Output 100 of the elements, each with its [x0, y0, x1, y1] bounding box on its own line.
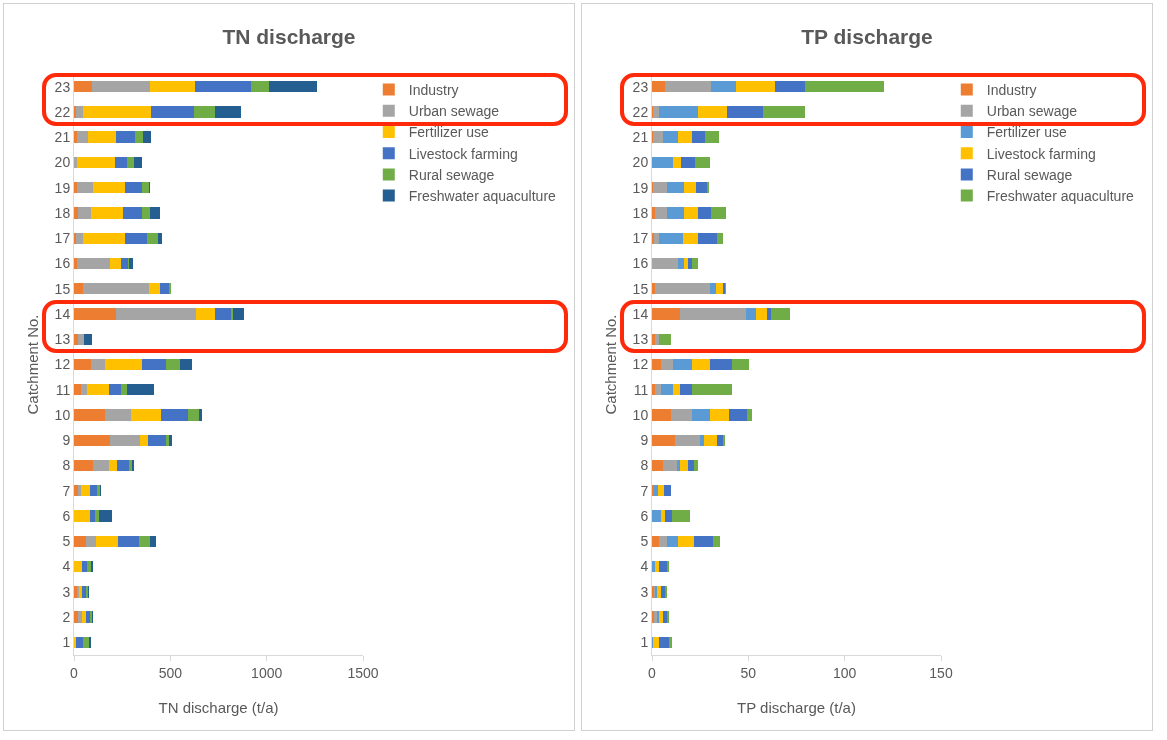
bar	[766, 308, 771, 320]
y-tick-label: 13	[632, 331, 649, 348]
y-tick-label: 14	[54, 305, 71, 322]
bar	[655, 384, 662, 396]
bar	[657, 586, 662, 598]
legend-label: Urban sewage	[986, 103, 1078, 120]
bar	[115, 156, 127, 169]
bar	[663, 459, 677, 472]
y-tick-label: 2	[640, 609, 649, 626]
bar	[697, 207, 712, 219]
y-tick-label: 11	[55, 381, 71, 398]
bar	[75, 106, 84, 118]
x-tick-label: 0	[648, 664, 657, 681]
y-tick-label: 13	[54, 331, 71, 348]
bar	[232, 308, 245, 320]
bar	[693, 535, 713, 548]
bar	[691, 131, 706, 143]
y-tick-label: 8	[640, 457, 649, 474]
y-tick-label: 21	[632, 129, 649, 146]
bar	[659, 560, 668, 573]
y-tick-label: 14	[632, 305, 649, 322]
bar	[684, 207, 698, 219]
bar	[681, 156, 695, 169]
bar	[122, 207, 143, 219]
bar	[158, 232, 162, 244]
bar	[697, 106, 727, 118]
bar	[653, 106, 660, 118]
y-axis-title: Catchment No.	[601, 314, 619, 415]
bar	[89, 485, 97, 497]
y-tick-label: 18	[632, 204, 649, 221]
y-tick-label: 19	[632, 179, 649, 196]
bar	[77, 207, 92, 219]
bar	[717, 434, 723, 446]
bar	[86, 535, 96, 548]
bar	[663, 485, 672, 497]
bar	[149, 283, 160, 295]
chart-title: TN discharge	[222, 25, 356, 49]
bar	[77, 131, 89, 143]
bar	[115, 131, 136, 143]
bar	[95, 510, 100, 522]
bar	[118, 535, 139, 548]
bar	[251, 80, 269, 93]
bar	[74, 308, 116, 320]
x-tick-label: 50	[740, 664, 757, 681]
legend-label: Fertilizer use	[986, 124, 1068, 141]
x-axis-title: TP discharge (t/a)	[737, 698, 856, 716]
bar	[109, 434, 141, 446]
bar	[82, 611, 86, 623]
bar	[709, 283, 716, 295]
bar	[86, 384, 110, 396]
y-tick-label: 12	[632, 356, 649, 373]
bar	[91, 207, 123, 219]
bar	[674, 434, 700, 446]
x-tick-label: 0	[70, 664, 79, 681]
bar	[692, 257, 698, 270]
bar	[661, 384, 673, 396]
y-tick-label: 17	[632, 230, 649, 247]
bar	[115, 308, 197, 320]
x-tick-label: 100	[832, 664, 857, 681]
bar	[140, 434, 148, 446]
bar	[745, 308, 756, 320]
bar	[693, 459, 698, 472]
y-tick-label: 5	[62, 533, 71, 550]
legend-label: Rural sewage	[986, 166, 1073, 183]
bar	[85, 611, 91, 623]
bar	[78, 611, 83, 623]
bar	[80, 384, 87, 396]
bar	[268, 80, 318, 93]
bar	[87, 560, 92, 573]
bar	[104, 358, 142, 371]
bar	[653, 636, 660, 649]
bar	[125, 181, 143, 194]
bar	[142, 207, 150, 219]
bar	[166, 358, 181, 371]
bar	[652, 308, 681, 320]
bar	[694, 156, 710, 169]
bar	[691, 409, 710, 421]
x-tick-label: 150	[929, 664, 953, 681]
bar	[657, 485, 664, 497]
bar	[663, 611, 668, 623]
y-tick-label: 17	[54, 230, 71, 247]
bar	[680, 384, 693, 396]
y-tick-label: 20	[632, 154, 649, 171]
bar	[109, 384, 121, 396]
bar	[77, 156, 116, 169]
bar	[74, 611, 79, 623]
bar	[125, 232, 148, 244]
y-tick-label: 22	[54, 103, 71, 120]
bar	[77, 181, 93, 194]
bar	[150, 535, 156, 548]
bar	[652, 434, 675, 446]
bar	[691, 358, 710, 371]
bar	[687, 257, 693, 270]
bar	[143, 131, 151, 143]
bar	[141, 358, 167, 371]
bar	[81, 485, 90, 497]
bar	[92, 181, 126, 194]
bar	[684, 181, 696, 194]
legend-label: Freshwater aquaculture	[986, 188, 1135, 205]
bar	[709, 409, 729, 421]
